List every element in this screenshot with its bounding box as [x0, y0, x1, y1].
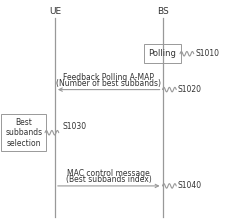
Text: BS: BS	[156, 7, 168, 16]
Text: Feedback Polling A-MAP: Feedback Polling A-MAP	[63, 73, 154, 82]
Text: S1020: S1020	[178, 85, 202, 94]
Text: UE: UE	[49, 7, 61, 16]
Text: Polling: Polling	[148, 49, 176, 58]
Text: (Best subbands index): (Best subbands index)	[66, 175, 152, 184]
Text: S1040: S1040	[178, 181, 202, 190]
Text: Best
subbands
selection: Best subbands selection	[5, 118, 42, 148]
Text: (Number of best subbands): (Number of best subbands)	[56, 79, 161, 88]
FancyBboxPatch shape	[1, 114, 46, 151]
Text: S1010: S1010	[195, 49, 219, 58]
Text: S1030: S1030	[62, 122, 87, 131]
FancyBboxPatch shape	[144, 44, 181, 63]
Text: MAC control message: MAC control message	[68, 169, 150, 178]
